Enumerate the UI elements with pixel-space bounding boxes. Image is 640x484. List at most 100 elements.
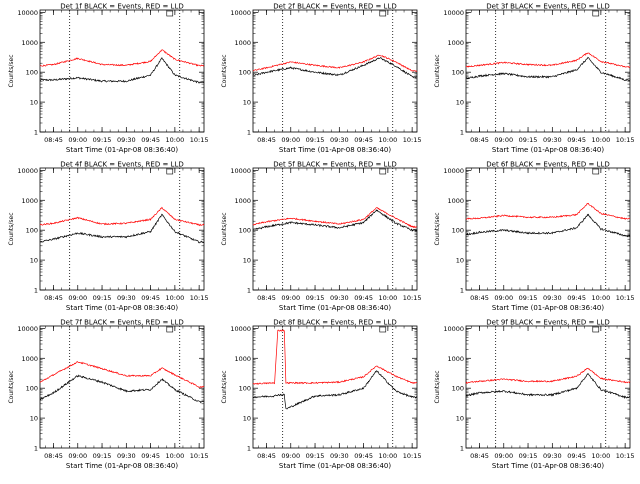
x-axis-label: Start Time (01-Apr-08 08:36:40) — [492, 462, 604, 470]
y-tick-label: 10000 — [443, 167, 464, 175]
y-tick-label: 10000 — [230, 167, 251, 175]
x-axis-label: Start Time (01-Apr-08 08:36:40) — [492, 146, 604, 154]
plot-frame — [465, 167, 631, 291]
x-tick-label: 09:45 — [567, 294, 586, 302]
x-tick-label: 09:30 — [117, 294, 136, 302]
x-tick-label: 09:45 — [141, 294, 160, 302]
x-tick-label: 09:30 — [543, 452, 562, 460]
x-tick-label: 10:00 — [592, 294, 611, 302]
y-tick-label: 1 — [34, 129, 38, 137]
y-tick-label: 1000 — [447, 355, 464, 363]
y-tick-label: 1 — [460, 129, 464, 137]
x-tick-label: 10:15 — [616, 294, 635, 302]
y-tick-label: 10000 — [443, 325, 464, 333]
x-tick-label: 09:15 — [93, 136, 112, 144]
y-tick-label: 10 — [30, 257, 38, 265]
y-tick-label: 10 — [456, 257, 464, 265]
marker-box — [592, 168, 600, 175]
y-tick-label: 10000 — [17, 9, 38, 17]
series-black-events — [252, 57, 418, 79]
x-tick-label: 09:45 — [354, 294, 373, 302]
y-tick-label: 100 — [452, 69, 464, 77]
y-tick-label: 10000 — [17, 325, 38, 333]
plot-frame — [465, 325, 631, 449]
x-tick-label: 09:45 — [354, 452, 373, 460]
plot-frame — [252, 167, 418, 291]
panel-det-5: Det 5f BLACK = Events, RED = LLD Counts/s… — [221, 161, 422, 313]
x-tick-label: 10:00 — [166, 452, 185, 460]
series-black-events — [252, 209, 418, 232]
marker-box — [379, 326, 387, 333]
x-tick-label: 09:00 — [281, 452, 300, 460]
x-axis-label: Start Time (01-Apr-08 08:36:40) — [279, 304, 391, 312]
series-black-events — [465, 56, 631, 82]
marker-box — [166, 168, 174, 175]
x-axis-label: Start Time (01-Apr-08 08:36:40) — [492, 304, 604, 312]
y-tick-label: 1000 — [447, 197, 464, 205]
x-tick-label: 08:45 — [470, 136, 489, 144]
x-tick-label: 09:30 — [543, 136, 562, 144]
x-tick-label: 09:30 — [330, 452, 349, 460]
plot-frame — [39, 9, 205, 133]
x-tick-label: 10:00 — [379, 452, 398, 460]
y-axis-label: Counts/sec — [8, 212, 15, 245]
x-tick-label: 09:00 — [494, 294, 513, 302]
x-axis-label: Start Time (01-Apr-08 08:36:40) — [66, 462, 178, 470]
x-tick-label: 09:00 — [68, 136, 87, 144]
y-tick-label: 100 — [452, 227, 464, 235]
y-tick-label: 1000 — [21, 197, 38, 205]
y-axis-label: Counts/sec — [434, 212, 441, 245]
panel-det-1: Det 1f BLACK = Events, RED = LLD Counts/s… — [8, 3, 209, 155]
x-tick-label: 09:45 — [567, 452, 586, 460]
y-tick-label: 10000 — [17, 167, 38, 175]
x-tick-label: 10:00 — [379, 136, 398, 144]
x-tick-label: 09:00 — [494, 452, 513, 460]
y-tick-label: 10000 — [443, 9, 464, 17]
x-tick-label: 09:30 — [543, 294, 562, 302]
x-tick-label: 09:30 — [330, 294, 349, 302]
panel-det-4: Det 4f BLACK = Events, RED = LLD Counts/s… — [8, 161, 209, 313]
y-tick-label: 1000 — [234, 197, 251, 205]
x-tick-label: 10:15 — [616, 136, 635, 144]
x-tick-label: 10:00 — [592, 452, 611, 460]
series-black-events — [39, 57, 205, 84]
y-tick-label: 100 — [239, 69, 251, 77]
panel-det-9: Det 9f BLACK = Events, RED = LLD Counts/s… — [434, 319, 635, 471]
x-tick-label: 09:45 — [354, 136, 373, 144]
plot-frame — [252, 325, 418, 449]
series-red-lld — [252, 329, 418, 385]
y-tick-label: 10 — [30, 99, 38, 107]
x-tick-label: 10:15 — [190, 136, 209, 144]
y-tick-label: 10 — [243, 99, 251, 107]
x-axis-label: Start Time (01-Apr-08 08:36:40) — [279, 462, 391, 470]
y-tick-label: 1000 — [21, 355, 38, 363]
x-tick-label: 09:00 — [494, 136, 513, 144]
panel-title: Det 2f BLACK = Events, RED = LLD — [273, 3, 396, 11]
panel-det-6: Det 6f BLACK = Events, RED = LLD Counts/s… — [434, 161, 635, 313]
series-red-lld — [465, 52, 631, 68]
x-tick-label: 08:45 — [257, 136, 276, 144]
marker-box — [592, 10, 600, 17]
x-tick-label: 08:45 — [44, 136, 63, 144]
panel-det-3: Det 3f BLACK = Events, RED = LLD Counts/s… — [434, 3, 635, 155]
y-tick-label: 1 — [34, 445, 38, 453]
x-tick-label: 09:00 — [68, 452, 87, 460]
y-axis-label: Counts/sec — [434, 54, 441, 87]
plot-frame — [39, 325, 205, 449]
series-red-lld — [39, 361, 205, 389]
series-red-lld — [465, 367, 631, 384]
panel-title: Det 1f BLACK = Events, RED = LLD — [60, 3, 183, 11]
y-tick-label: 10000 — [230, 9, 251, 17]
x-tick-label: 10:15 — [403, 294, 422, 302]
x-tick-label: 08:45 — [257, 452, 276, 460]
marker-box — [379, 10, 387, 17]
x-tick-label: 09:00 — [68, 294, 87, 302]
panel-title: Det 3f BLACK = Events, RED = LLD — [486, 3, 609, 11]
y-tick-label: 100 — [239, 227, 251, 235]
y-tick-label: 10 — [456, 415, 464, 423]
x-tick-label: 10:00 — [379, 294, 398, 302]
marker-box — [166, 326, 174, 333]
series-black-events — [465, 372, 631, 400]
panel-title: Det 8f BLACK = Events, RED = LLD — [273, 319, 396, 327]
